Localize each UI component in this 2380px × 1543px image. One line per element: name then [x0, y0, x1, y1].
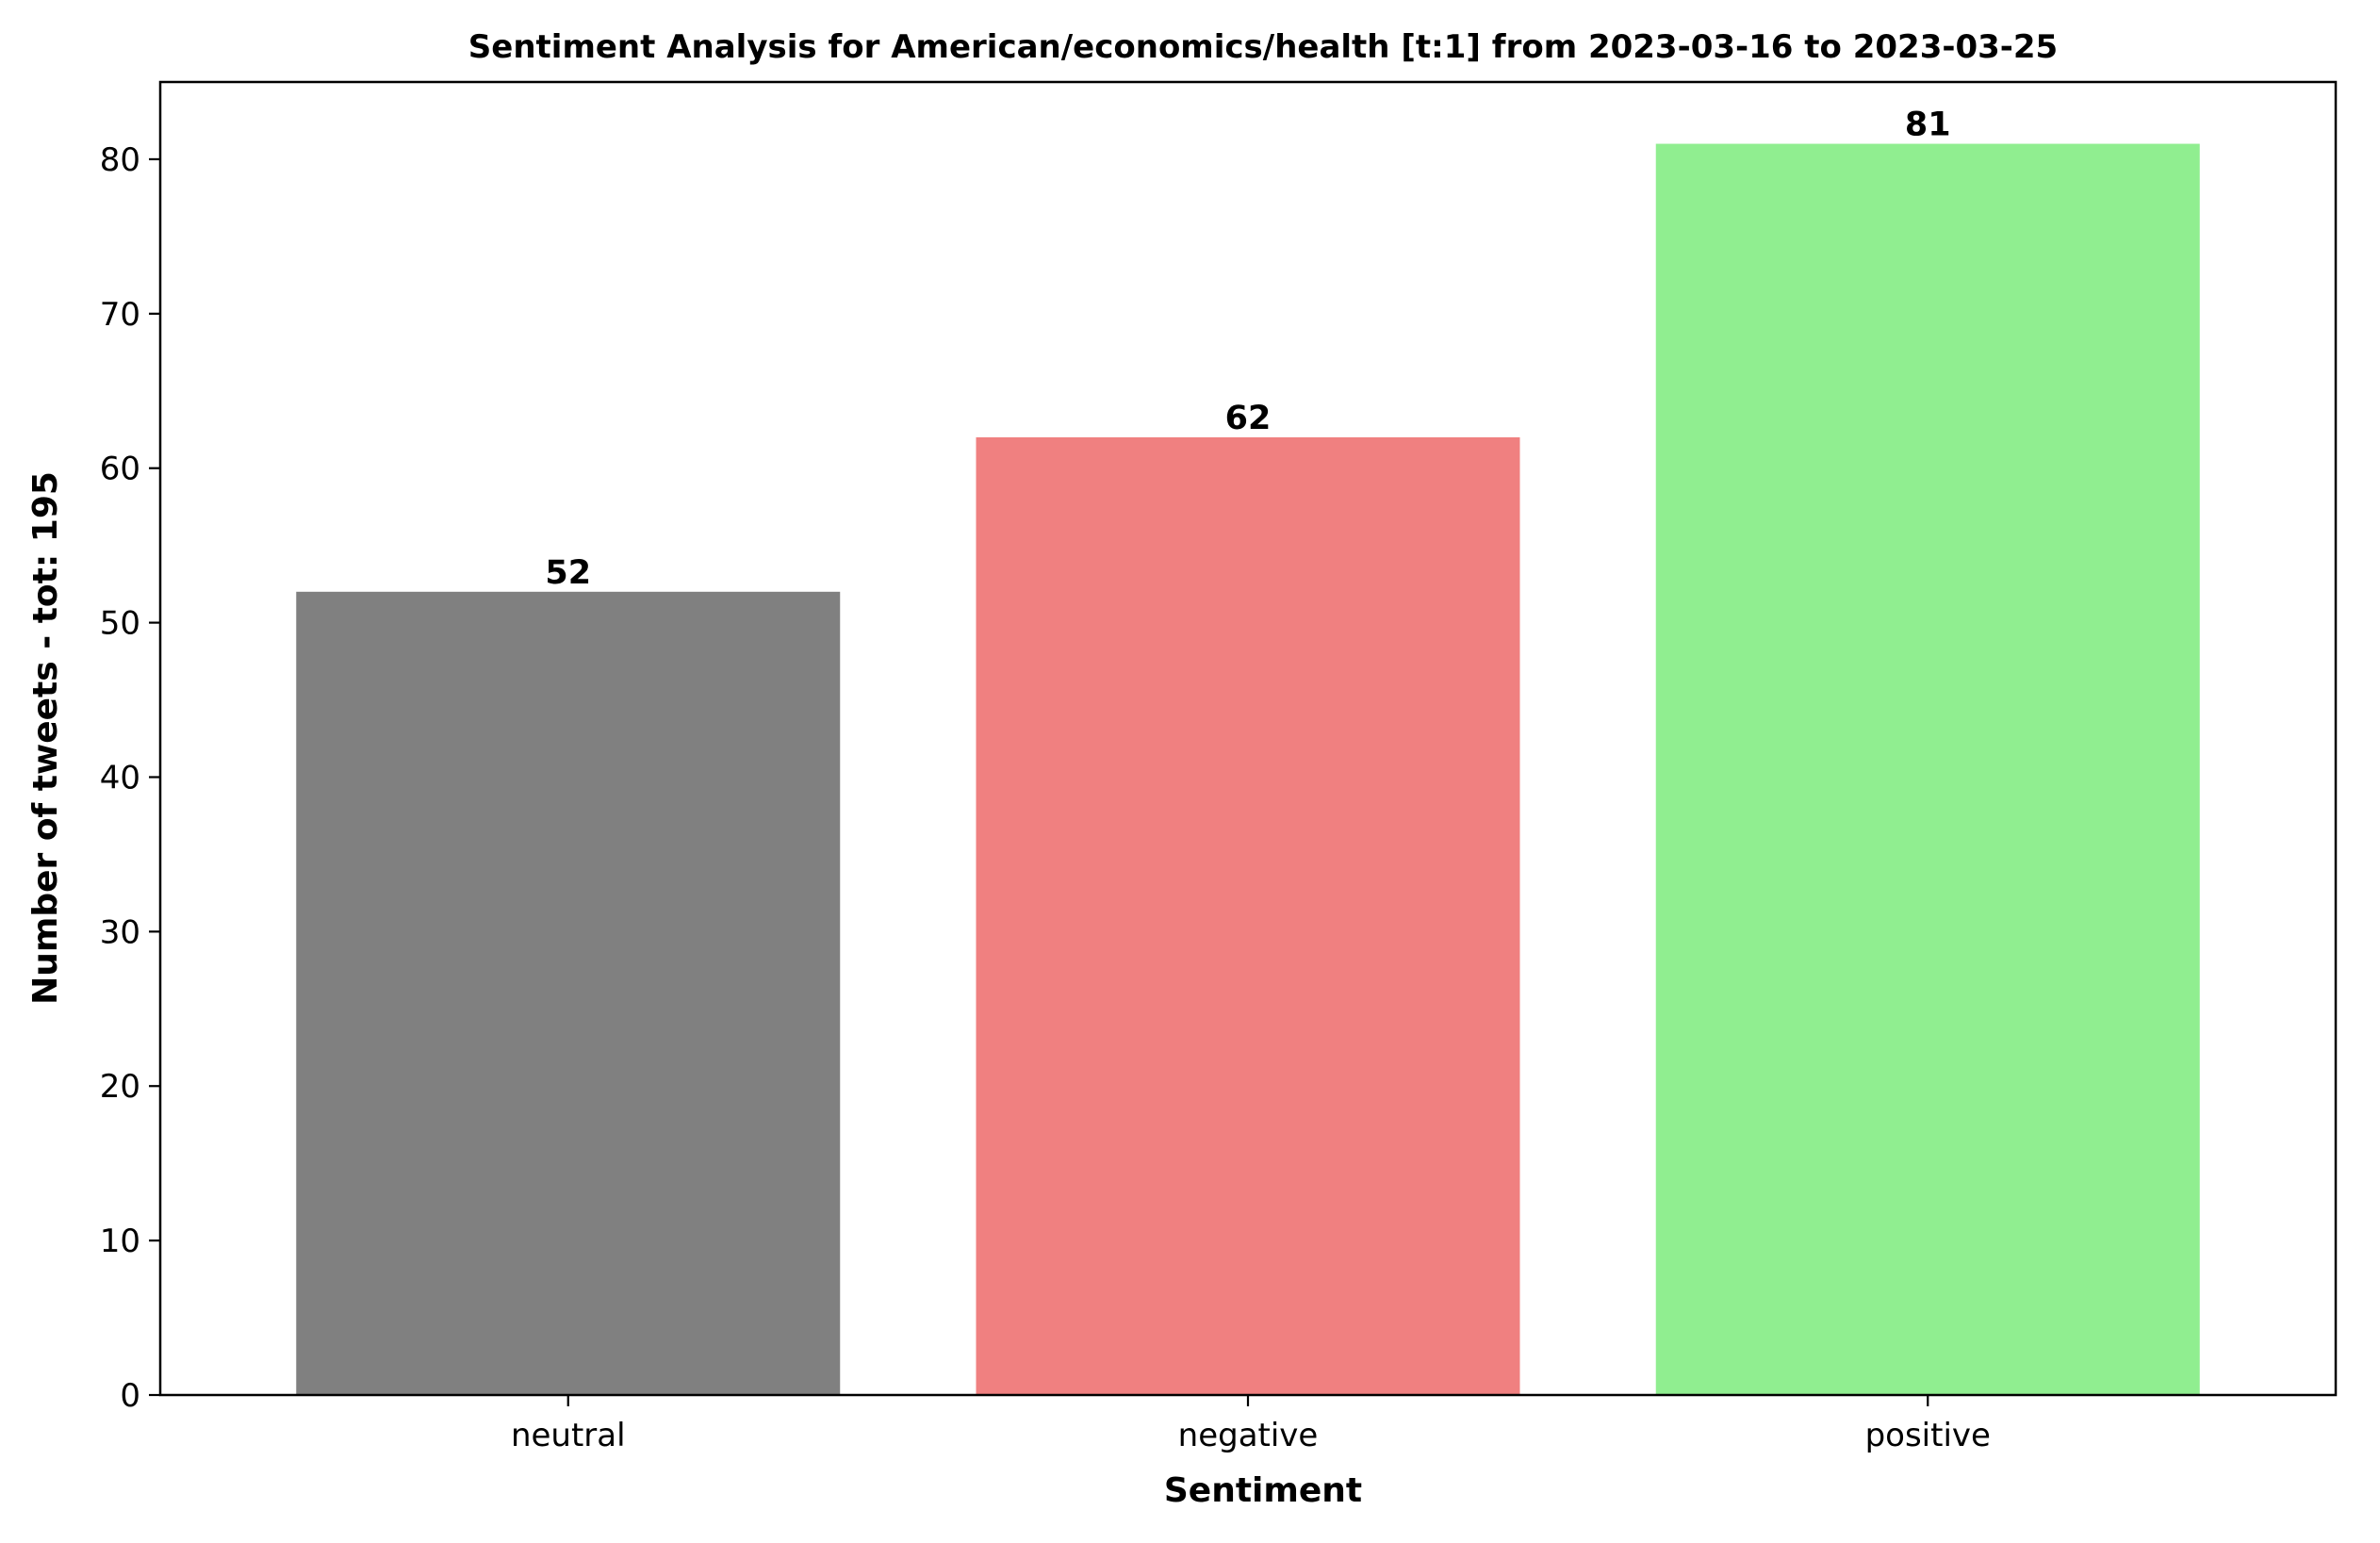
y-tick-label-70: 70 [100, 296, 140, 334]
plot-area-frame [158, 80, 2338, 1397]
chart-title: Sentiment Analysis for American/economic… [468, 28, 2058, 66]
y-tick-label-10: 10 [100, 1223, 140, 1260]
bar-neutral [296, 591, 841, 1395]
y-tick-label-40: 40 [100, 759, 140, 796]
data-label-neutral: 52 [545, 554, 591, 592]
y-tick-label-20: 20 [100, 1068, 140, 1106]
y-tick-label-80: 80 [100, 141, 140, 179]
x-tick-label-positive: positive [1865, 1417, 1991, 1454]
y-axis-ticks: 0 10 20 30 40 50 60 70 80 [100, 141, 160, 1415]
y-tick-label-0: 0 [120, 1377, 140, 1415]
x-axis-ticks: neutral negative positive [511, 1395, 1991, 1454]
bars-group: 52 62 81 [296, 107, 2200, 1395]
y-tick-label-30: 30 [100, 913, 140, 951]
y-tick-label-50: 50 [100, 605, 140, 643]
x-tick-label-neutral: neutral [511, 1417, 626, 1454]
bar-negative [976, 436, 1520, 1395]
y-axis-label: Number of tweets - tot: 195 [26, 471, 65, 1005]
y-tick-label-60: 60 [100, 451, 140, 488]
bar-positive [1655, 143, 2200, 1395]
data-label-negative: 62 [1225, 400, 1272, 437]
x-tick-label-negative: negative [1178, 1417, 1319, 1454]
x-axis-label: Sentiment [1164, 1471, 1362, 1510]
data-label-positive: 81 [1905, 107, 1951, 144]
